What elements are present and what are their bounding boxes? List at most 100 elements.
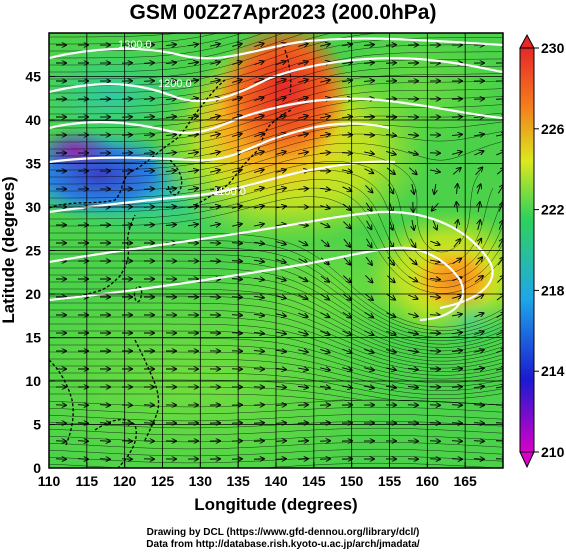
wind-vector <box>165 134 176 135</box>
wind-vector <box>276 278 286 281</box>
wind-vector <box>276 79 285 82</box>
contour-label-group: 1300.0 1200.0 1100.0 <box>118 39 246 198</box>
wind-vector <box>474 331 484 334</box>
streamline <box>49 141 503 185</box>
colorbar-ticks: 210 214 218 222 226 230 <box>534 40 565 460</box>
wind-vector <box>407 386 418 387</box>
wind-vector <box>253 405 264 406</box>
wind-vector <box>451 387 462 388</box>
wind-vector <box>429 297 440 298</box>
wind-vector <box>473 405 484 406</box>
wind-vector <box>276 332 286 334</box>
height-contours <box>49 37 503 322</box>
coastline-taiwan <box>133 286 143 303</box>
wind-vector <box>408 257 416 265</box>
wind-vector <box>343 275 350 283</box>
wind-vector <box>452 314 462 316</box>
wind-vector <box>231 333 242 334</box>
wind-vector <box>408 295 417 299</box>
wind-vector <box>254 97 263 100</box>
wind-vector <box>320 44 330 46</box>
colorbar-min-arrow <box>519 451 535 469</box>
wind-vector <box>497 276 503 283</box>
wind-vector <box>231 315 242 316</box>
heatmap-field <box>49 33 503 468</box>
wind-vector <box>319 153 330 154</box>
wind-vector <box>363 135 374 136</box>
x-axis: 110 115 120 125 130 135 140 145 150 155 160 165 <box>38 462 477 489</box>
wind-vector <box>297 459 308 460</box>
wind-vector <box>232 116 242 119</box>
coastline-sakhalin <box>284 49 292 96</box>
wind-vector <box>342 330 351 335</box>
wind-vector <box>320 275 329 282</box>
streamline <box>49 365 503 395</box>
wind-vector <box>320 330 329 335</box>
wind-vector <box>496 151 503 156</box>
wind-vector <box>165 116 176 117</box>
wind-vector <box>364 152 374 154</box>
wind-vector <box>473 459 484 460</box>
credit-line-data: Data from http://database.rish.kyoto-u.a… <box>146 539 420 550</box>
map-title: GSM 00Z27Apr2023 (200.0hPa) <box>129 1 437 24</box>
wind-vector <box>451 441 462 442</box>
wind-vector <box>408 152 418 155</box>
wind-vector <box>474 368 484 370</box>
streamline <box>49 187 503 288</box>
wind-vector <box>187 44 198 46</box>
wind-vector <box>430 241 439 245</box>
wind-vector <box>366 220 371 230</box>
wind-vector <box>297 423 308 424</box>
streamline <box>49 448 503 457</box>
wind-vector <box>341 153 352 154</box>
wind-vector <box>320 293 329 299</box>
wind-vector <box>341 62 352 64</box>
wind-vector <box>276 97 285 100</box>
x-tick-label: 125 <box>151 473 175 489</box>
streamline <box>49 372 503 400</box>
wind-vector <box>453 239 460 248</box>
wind-vector <box>143 189 154 190</box>
wind-vector <box>232 62 242 65</box>
wind-vector <box>473 423 484 424</box>
x-tick-label: 135 <box>226 473 250 489</box>
wind-vector <box>210 62 220 64</box>
wind-vector <box>496 168 503 175</box>
wind-vector <box>275 368 286 369</box>
x-tick-label: 150 <box>340 473 364 489</box>
wind-vector <box>457 184 458 195</box>
wind-vector <box>474 313 483 318</box>
wind-vector <box>364 168 374 174</box>
wind-vector <box>143 153 154 154</box>
wind-vector <box>297 189 308 190</box>
wind-vector <box>496 331 503 336</box>
wind-vector <box>275 387 286 388</box>
wind-vector <box>319 188 330 189</box>
wind-vector <box>275 405 286 406</box>
wind-vector <box>473 386 484 387</box>
x-tick-label: 155 <box>378 473 402 489</box>
wind-vector <box>253 351 264 352</box>
streamline <box>49 33 306 73</box>
wind-vector <box>276 242 286 245</box>
wind-vector <box>386 151 396 154</box>
wind-vector <box>254 43 263 46</box>
colorbar-tick-label: 222 <box>541 202 565 218</box>
y-tick-label: 25 <box>25 243 41 259</box>
y-axis-title: Latitude (degrees) <box>0 176 18 323</box>
wind-vector <box>187 80 198 82</box>
wind-vector <box>474 350 484 352</box>
wind-vector <box>253 278 264 280</box>
wind-vector <box>210 44 220 46</box>
colorbar-max-arrow <box>519 33 535 49</box>
credits: Drawing by DCL (https://www.gfd-dennou.o… <box>0 527 566 551</box>
wind-vector <box>99 459 110 460</box>
wind-vector <box>429 278 440 279</box>
wind-vector <box>143 117 154 118</box>
x-tick-label: 115 <box>76 473 99 489</box>
wind-vector <box>434 183 436 194</box>
wind-vector <box>187 152 198 154</box>
streamline <box>49 88 503 143</box>
wind-vector <box>386 293 395 299</box>
wind-vector <box>298 44 308 47</box>
